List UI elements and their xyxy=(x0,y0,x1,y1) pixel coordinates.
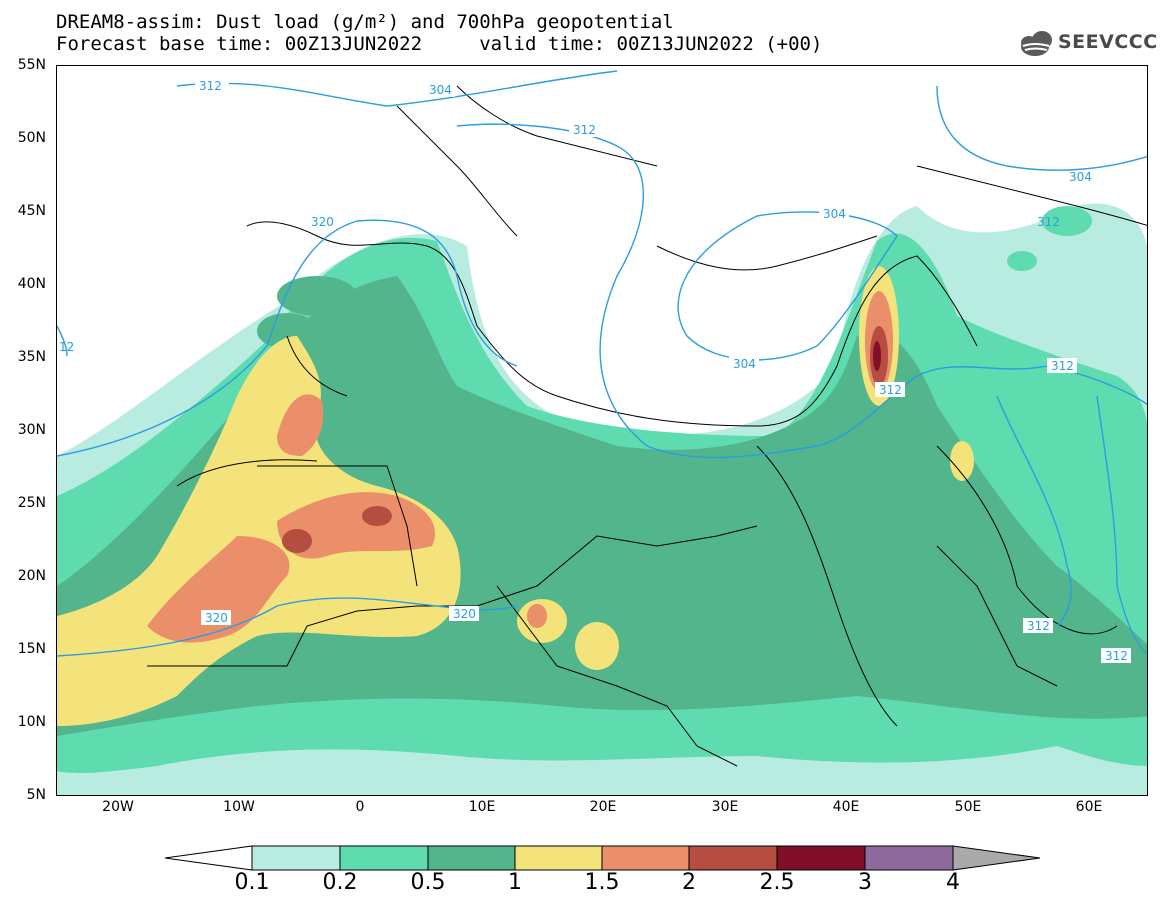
colorbar-swatch xyxy=(864,845,954,871)
colorbar-label: 2 xyxy=(682,870,696,895)
lon-label: 20E xyxy=(589,799,617,815)
contour-label: 312 xyxy=(1105,649,1128,663)
contour-label: 320 xyxy=(453,607,476,621)
contour-labels: 312 304 312 304 320 304 312 312 312 312 … xyxy=(59,78,1131,663)
colorbar-label: 2.5 xyxy=(759,870,795,895)
contour-label: 320 xyxy=(311,215,334,229)
colorbar-swatch xyxy=(427,845,516,871)
contour-label: 312 xyxy=(573,123,596,137)
colorbar-swatch xyxy=(601,845,690,871)
contour-label: 12 xyxy=(59,340,74,354)
coastlines xyxy=(147,85,1147,767)
lat-label: 50N xyxy=(17,130,46,146)
dust-band-1.5 xyxy=(147,291,893,643)
lat-label: 20N xyxy=(17,568,46,584)
contour-label: 312 xyxy=(1027,619,1050,633)
lon-label: 50E xyxy=(954,799,982,815)
lat-label: 35N xyxy=(17,349,46,365)
lat-label: 25N xyxy=(17,495,46,511)
colorbar-swatch xyxy=(251,845,341,871)
colorbar-max-arrow xyxy=(952,845,1041,871)
colorbar-label: 0.1 xyxy=(234,870,270,895)
lat-label: 30N xyxy=(17,422,46,438)
colorbar-label: 1 xyxy=(508,870,522,895)
contour-label: 304 xyxy=(823,207,846,221)
contour-label: 312 xyxy=(1037,215,1060,229)
lon-label: 60E xyxy=(1075,799,1103,815)
dust-load-field: 312 304 312 304 320 304 312 312 312 312 … xyxy=(57,66,1147,795)
colorbar-swatch xyxy=(514,845,603,871)
colorbar-label: 0.5 xyxy=(410,870,446,895)
contour-label: 312 xyxy=(879,383,902,397)
contour-label: 312 xyxy=(1051,359,1074,373)
contour-label: 320 xyxy=(205,611,228,625)
lon-label: 20W xyxy=(102,799,134,815)
lon-label: 10W xyxy=(223,799,255,815)
map-subtitle: Forecast base time: 00Z13JUN2022 valid t… xyxy=(56,33,823,55)
lat-label: 10N xyxy=(17,714,46,730)
logo-text: SEEVCCC xyxy=(1058,31,1158,53)
lat-label: 45N xyxy=(17,203,46,219)
colorbar-label: 1.5 xyxy=(584,870,620,895)
contour-label: 304 xyxy=(1069,170,1092,184)
colorbar-label: 4 xyxy=(946,870,960,895)
lat-label: 15N xyxy=(17,641,46,657)
lon-label: 10E xyxy=(468,799,496,815)
map-title: DREAM8-assim: Dust load (g/m²) and 700hP… xyxy=(56,11,674,33)
colorbar-swatch xyxy=(776,845,866,871)
dust-map: 312 304 312 304 320 304 312 312 312 312 … xyxy=(56,65,1148,796)
dust-band-2.5 xyxy=(873,341,881,371)
lon-label: 30E xyxy=(711,799,739,815)
lat-label: 5N xyxy=(26,787,46,803)
colorbar-label: 0.2 xyxy=(322,870,358,895)
contour-label: 312 xyxy=(199,79,222,93)
lon-label: 0 xyxy=(355,799,365,815)
colorbar-min-arrow xyxy=(164,845,253,871)
lat-label: 40N xyxy=(17,276,46,292)
lon-label: 40E xyxy=(832,799,860,815)
lat-label: 55N xyxy=(17,57,46,73)
contour-label: 304 xyxy=(429,83,452,97)
colorbar-swatch xyxy=(688,845,778,871)
contour-label: 304 xyxy=(733,357,756,371)
cloud-logo-icon xyxy=(1021,31,1052,56)
colorbar-swatch xyxy=(339,845,429,871)
colorbar-label: 3 xyxy=(858,870,872,895)
